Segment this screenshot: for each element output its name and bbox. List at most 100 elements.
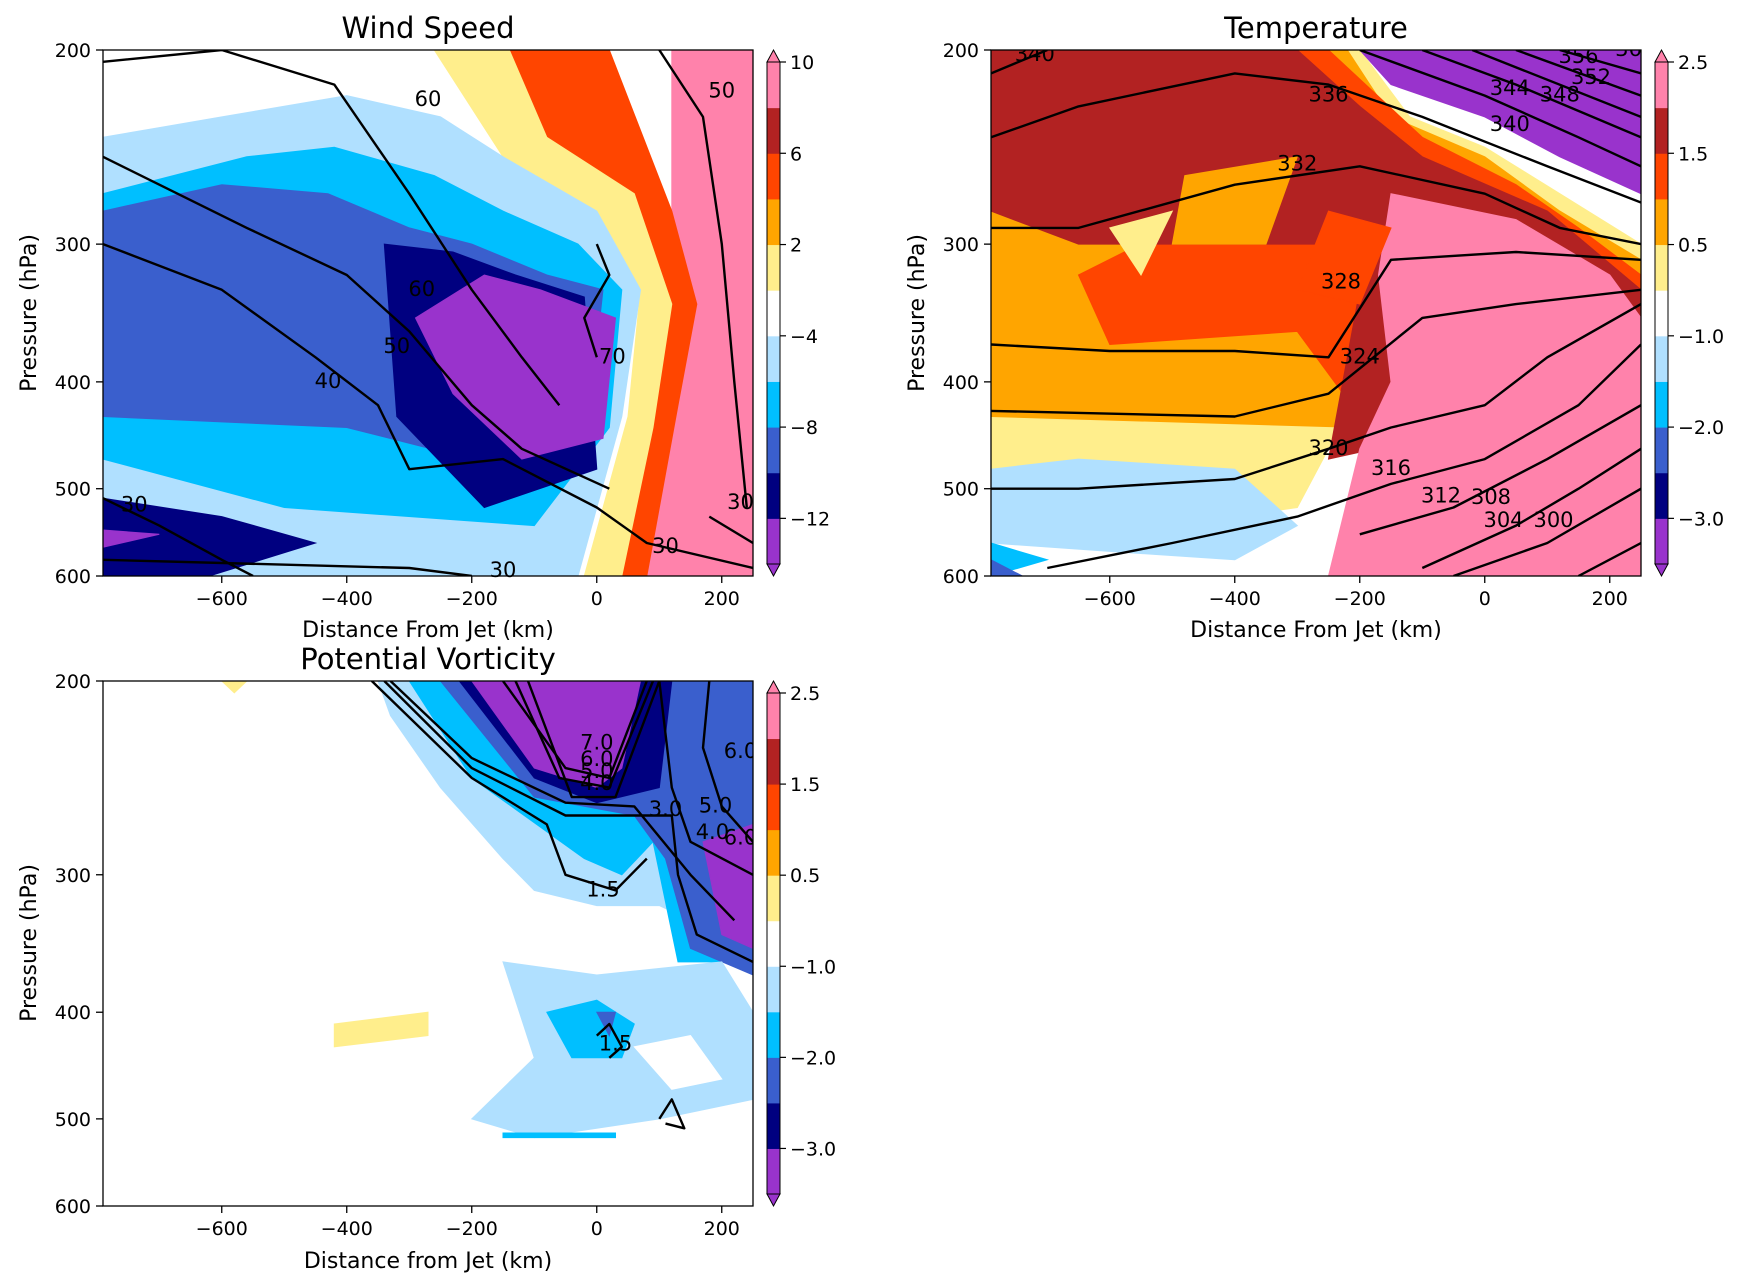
colorbar-swatch [1655,427,1668,474]
contour-label: 4.0 [696,820,729,844]
y-tick-label: 400 [943,372,979,394]
contour-label: 5.0 [699,793,732,817]
contour-label: 40 [315,369,342,393]
x-tick-label: −200 [446,588,498,610]
y-tick-label: 500 [55,1109,91,1131]
contour-label: 7.0 [580,731,613,755]
contour-label: 50 [708,78,735,102]
colorbar-frame [1654,61,1669,565]
contour-label: 30 [490,558,517,582]
contour-label: 348 [1540,83,1580,107]
colorbar-tick-label: −3.0 [1678,508,1724,530]
colorbar-swatch [1655,153,1668,200]
contour-line [103,497,254,576]
contour-line [1359,50,1641,168]
contour-label: 6.0 [724,739,757,763]
colorbar-tick-label: 1.5 [790,774,820,796]
x-tick-label: −200 [446,1218,498,1240]
colorbar-tick-label: 0.5 [790,865,820,887]
contour-label: 308 [1471,485,1511,509]
colorbar-swatch [767,738,780,785]
contour-label: 60 [408,277,435,301]
contour-label: 70 [599,344,626,368]
x-tick-label: −600 [196,588,248,610]
x-tick-label: 0 [591,1218,603,1240]
contour-label: 316 [1371,456,1411,480]
contour-line [1559,50,1641,75]
colorbar-swatch [767,693,780,740]
colorbar-swatch [767,784,780,831]
filled-region [103,497,318,576]
colorbar-swatch [767,381,780,428]
contour-line [103,242,753,570]
colorbar-tick-label: 1.5 [1678,143,1708,165]
colorbar-tick-label: 2 [790,235,802,257]
contour-label: 320 [1308,436,1348,460]
x-tick-label: −200 [1334,588,1386,610]
filled-region [221,681,248,694]
filled-region [502,1132,616,1139]
y-axis-label: Pressure (hPa) [17,234,42,392]
contour-label: 332 [1277,151,1317,175]
filled-region [1171,156,1299,245]
contour-line [1047,343,1641,570]
contour-line [991,303,1641,490]
x-tick-label: −400 [321,1218,373,1240]
colorbar-tick-label: 10 [790,52,814,74]
x-axis-label: Distance From Jet (km) [302,618,554,643]
chart-title: Temperature [1223,11,1408,45]
colorbar: 2.5 1.5 0.5 −1.0 −2.0 −3.0 [1654,48,1724,578]
contour-label: 304 [1483,508,1523,532]
contour-line [1453,487,1641,576]
y-tick-label: 300 [55,865,91,887]
contour-line [1421,50,1641,139]
contour-label: 340 [1015,42,1055,66]
colorbar-swatch [1655,381,1668,428]
contour-label: 30 [652,534,679,558]
colorbar-tick-label: −12 [790,508,830,530]
x-tick-label: −600 [1084,588,1136,610]
y-tick-label: 200 [943,40,979,62]
contour-label: 336 [1308,83,1348,107]
colorbar-tick-label: −1.0 [1678,326,1724,348]
y-tick-label: 300 [55,234,91,256]
colorbar-tick-label: −8 [790,417,818,439]
colorbar-tick-label: 0.5 [1678,235,1708,257]
x-tick-label: −400 [321,588,373,610]
x-tick-label: 200 [704,1218,740,1240]
x-tick-label: 0 [1479,588,1491,610]
contour-label: 352 [1571,65,1611,89]
colorbar-swatch [1655,244,1668,291]
colorbar-swatch [767,966,780,1013]
colorbar-swatch [767,290,780,337]
colorbar-swatch [767,829,780,876]
x-axis-label: Distance From Jet (km) [1190,618,1442,643]
x-tick-label: 200 [1592,588,1628,610]
contour-label: 3.0 [649,797,682,821]
colorbar-extend-max [766,48,781,63]
filled-region [991,559,1023,576]
contour-label: 6.0 [580,747,613,771]
colorbar-extend-min [766,563,781,578]
filled-region [1296,210,1392,305]
y-axis-label: Pressure (hPa) [905,234,930,392]
y-tick-label: 400 [55,372,91,394]
colorbar-tick-label: −2.0 [790,1047,836,1069]
contour-label: 4.0 [580,771,613,795]
contour-label: 324 [1340,344,1380,368]
colorbar-swatch [767,920,780,967]
colorbar-tick-label: −4 [790,326,818,348]
filled-region [103,529,160,548]
colorbar-tick-label: −2.0 [1678,417,1724,439]
colorbar-tick-label: −1.0 [790,956,836,978]
colorbar-extend-max [766,679,781,694]
colorbar-frame [766,692,781,1195]
colorbar-extend-max [1654,48,1669,63]
contour-line [1515,50,1641,97]
chart-title: Potential Vorticity [300,642,555,676]
contour-line [103,155,610,490]
y-tick-label: 400 [55,1002,91,1024]
colorbar-swatch [767,107,780,154]
x-axis-label: Distance from Jet (km) [304,1249,552,1274]
